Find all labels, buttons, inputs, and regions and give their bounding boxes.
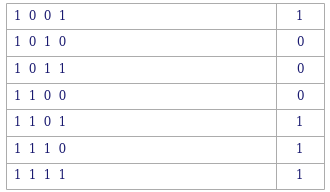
Text: 0: 0 [296, 89, 304, 103]
Text: 0: 0 [296, 63, 304, 76]
Text: 1  0  1  0: 1 0 1 0 [14, 36, 66, 49]
Text: 1  1  0  1: 1 1 0 1 [14, 116, 66, 129]
Text: 1: 1 [296, 116, 304, 129]
Text: 1  1  0  0: 1 1 0 0 [14, 89, 66, 103]
Text: 1: 1 [296, 169, 304, 182]
Text: 1  0  0  1: 1 0 0 1 [14, 10, 66, 23]
Text: 0: 0 [296, 36, 304, 49]
Text: 1  1  1  0: 1 1 1 0 [14, 143, 66, 156]
Text: 1: 1 [296, 143, 304, 156]
Text: 1  0  1  1: 1 0 1 1 [14, 63, 66, 76]
Text: 1: 1 [296, 10, 304, 23]
Text: 1  1  1  1: 1 1 1 1 [14, 169, 66, 182]
